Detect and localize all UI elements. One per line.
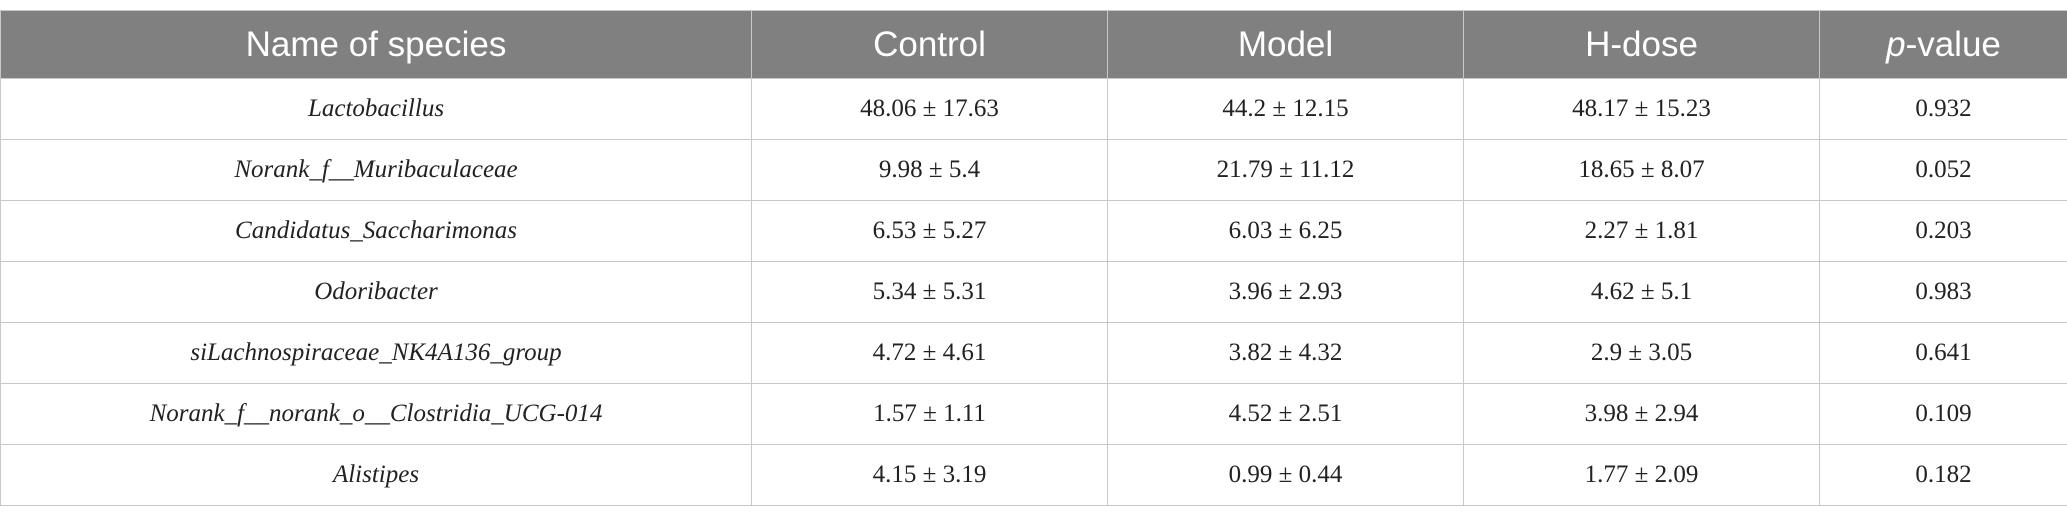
header-cell: p-value bbox=[1819, 10, 2067, 79]
species-cell: Lactobacillus bbox=[0, 78, 752, 140]
value-cell: 0.983 bbox=[1819, 261, 2067, 323]
value-cell: 6.53 ± 5.27 bbox=[751, 200, 1108, 262]
header-cell: H-dose bbox=[1463, 10, 1820, 79]
table-row: Norank_f__norank_o__Clostridia_UCG-014 1.… bbox=[0, 383, 2067, 445]
value-cell: 2.27 ± 1.81 bbox=[1463, 200, 1820, 262]
value-cell: 0.052 bbox=[1819, 139, 2067, 201]
table-row: Alistipes 4.15 ± 3.19 0.99 ± 0.44 1.77 ± 2.… bbox=[0, 444, 2067, 506]
species-cell: Odoribacter bbox=[0, 261, 752, 323]
value-cell: 0.641 bbox=[1819, 322, 2067, 384]
value-cell: 0.109 bbox=[1819, 383, 2067, 445]
value-cell: 0.203 bbox=[1819, 200, 2067, 262]
value-cell: 1.57 ± 1.11 bbox=[751, 383, 1108, 445]
value-cell: 3.98 ± 2.94 bbox=[1463, 383, 1820, 445]
header-cell: Name of species bbox=[0, 10, 752, 79]
value-cell: 48.06 ± 17.63 bbox=[751, 78, 1108, 140]
value-cell: 2.9 ± 3.05 bbox=[1463, 322, 1820, 384]
value-cell: 0.99 ± 0.44 bbox=[1107, 444, 1464, 506]
value-cell: 6.03 ± 6.25 bbox=[1107, 200, 1464, 262]
table-row: siLachnospiraceae_NK4A136_group 4.72 ± 4.… bbox=[0, 322, 2067, 384]
value-cell: 4.15 ± 3.19 bbox=[751, 444, 1108, 506]
header-row: Name of species Control Model H-dose p-value bbox=[0, 10, 2067, 79]
value-cell: 3.82 ± 4.32 bbox=[1107, 322, 1464, 384]
value-cell: 4.72 ± 4.61 bbox=[751, 322, 1108, 384]
data-table: Name of species Control Model H-dose p-value… bbox=[0, 10, 2067, 506]
value-cell: 0.182 bbox=[1819, 444, 2067, 506]
species-cell: Candidatus_Saccharimonas bbox=[0, 200, 752, 262]
species-cell: Alistipes bbox=[0, 444, 752, 506]
value-cell: 9.98 ± 5.4 bbox=[751, 139, 1108, 201]
table-body: Lactobacillus 48.06 ± 17.63 44.2 ± 12.15 48… bbox=[0, 78, 2067, 506]
table-row: Norank_f__Muribaculaceae 9.98 ± 5.4 21.79 … bbox=[0, 139, 2067, 201]
value-cell: 5.34 ± 5.31 bbox=[751, 261, 1108, 323]
table-row: Odoribacter 5.34 ± 5.31 3.96 ± 2.93 4.62 ± … bbox=[0, 261, 2067, 323]
species-cell: Norank_f__Muribaculaceae bbox=[0, 139, 752, 201]
value-cell: 4.62 ± 5.1 bbox=[1463, 261, 1820, 323]
value-cell: 3.96 ± 2.93 bbox=[1107, 261, 1464, 323]
value-cell: 44.2 ± 12.15 bbox=[1107, 78, 1464, 140]
value-cell: 4.52 ± 2.51 bbox=[1107, 383, 1464, 445]
table-row: Candidatus_Saccharimonas 6.53 ± 5.27 6.03 … bbox=[0, 200, 2067, 262]
table-row: Lactobacillus 48.06 ± 17.63 44.2 ± 12.15 48… bbox=[0, 78, 2067, 140]
value-cell: 1.77 ± 2.09 bbox=[1463, 444, 1820, 506]
value-cell: 0.932 bbox=[1819, 78, 2067, 140]
header-cell: Control bbox=[751, 10, 1108, 79]
table-head: Name of species Control Model H-dose p-value bbox=[0, 10, 2067, 79]
value-cell: 48.17 ± 15.23 bbox=[1463, 78, 1820, 140]
header-cell: Model bbox=[1107, 10, 1464, 79]
value-cell: 18.65 ± 8.07 bbox=[1463, 139, 1820, 201]
species-cell: siLachnospiraceae_NK4A136_group bbox=[0, 322, 752, 384]
species-cell: Norank_f__norank_o__Clostridia_UCG-014 bbox=[0, 383, 752, 445]
value-cell: 21.79 ± 11.12 bbox=[1107, 139, 1464, 201]
